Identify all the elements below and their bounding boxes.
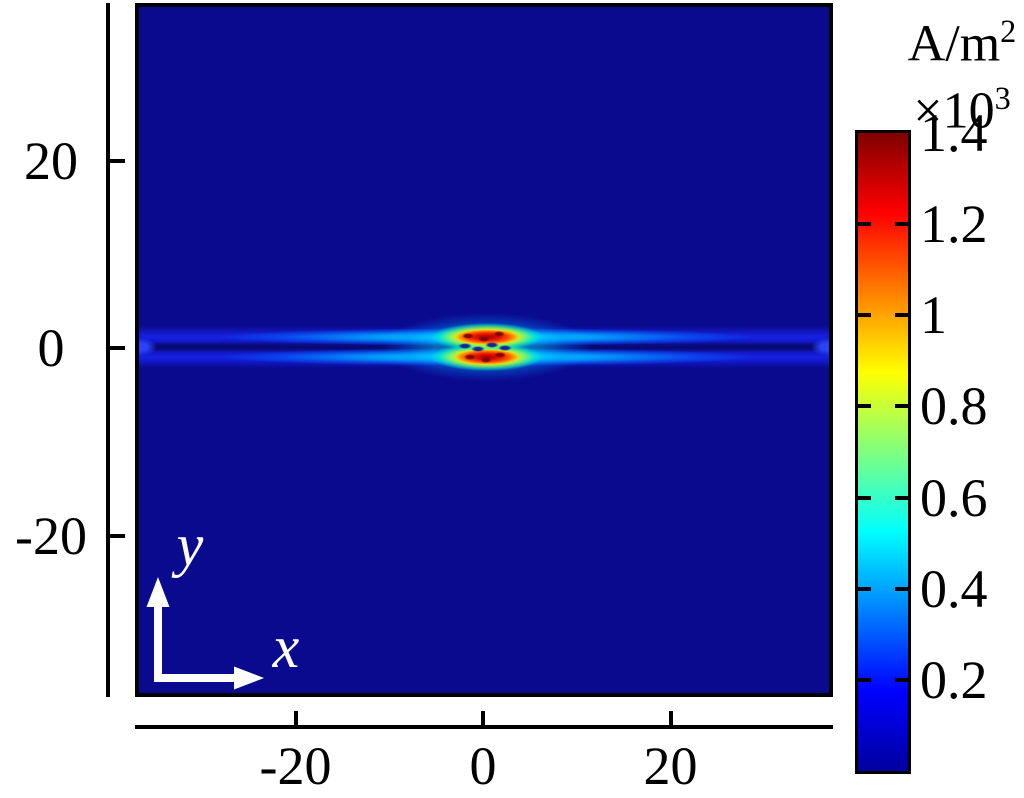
x-axis-line [135,725,833,729]
x-axis-tick-label: -20 [259,736,332,796]
colorbar-gradient [855,130,911,774]
colorbar-tick [858,586,871,591]
colorbar-tick [895,313,908,318]
heatmap-plot: y x [135,3,833,697]
y-axis-tick-label: 0 [37,318,65,378]
colorbar-tick-label: 0.6 [920,467,988,528]
colorbar-tick [858,404,871,409]
heatmap-hotspots [139,7,829,693]
colorbar-tick-label: 0.8 [920,376,988,437]
x-axis-tick [481,711,485,726]
x-axis-tick [293,711,298,726]
y-axis-tick [108,346,125,350]
y-arrowhead-icon [146,577,170,607]
y-axis-tick [108,533,125,538]
colorbar-tick [895,495,908,500]
colorbar-title: A/m2 ×103 [900,4,1024,139]
colorbar-scale-label: ×103 [913,80,1011,140]
colorbar-tick [858,222,871,227]
x-arrow-label: x [272,614,300,680]
colorbar-tick [858,313,871,318]
x-axis-tick-label: 20 [643,736,698,796]
colorbar-tick [895,404,908,409]
coordinate-axes-arrows: y x [146,512,300,690]
y-arrow-label: y [171,512,204,578]
colorbar-tick-label: 1 [920,285,947,346]
colorbar-tick [858,677,871,682]
x-axis-tick-label: 0 [469,736,497,796]
colorbar-tick-label: 1.2 [920,194,988,255]
colorbar-tick-label: 1.4 [920,103,988,163]
colorbar-tick [895,222,908,227]
y-axis-tick [108,158,125,163]
y-axis-tick-label: 20 [24,130,78,191]
colorbar-tick [895,586,908,591]
colorbar-tick-label: 0.2 [920,649,988,710]
y-axis-tick-label: -20 [15,505,87,566]
y-axis-line [106,3,110,697]
colorbar-unit-label: A/m2 [907,13,1017,73]
x-arrowhead-icon [234,666,264,690]
x-axis-tick [668,711,673,726]
colorbar-tick [858,495,871,500]
colorbar-tick [895,677,908,682]
colorbar-tick-label: 0.4 [920,558,988,619]
